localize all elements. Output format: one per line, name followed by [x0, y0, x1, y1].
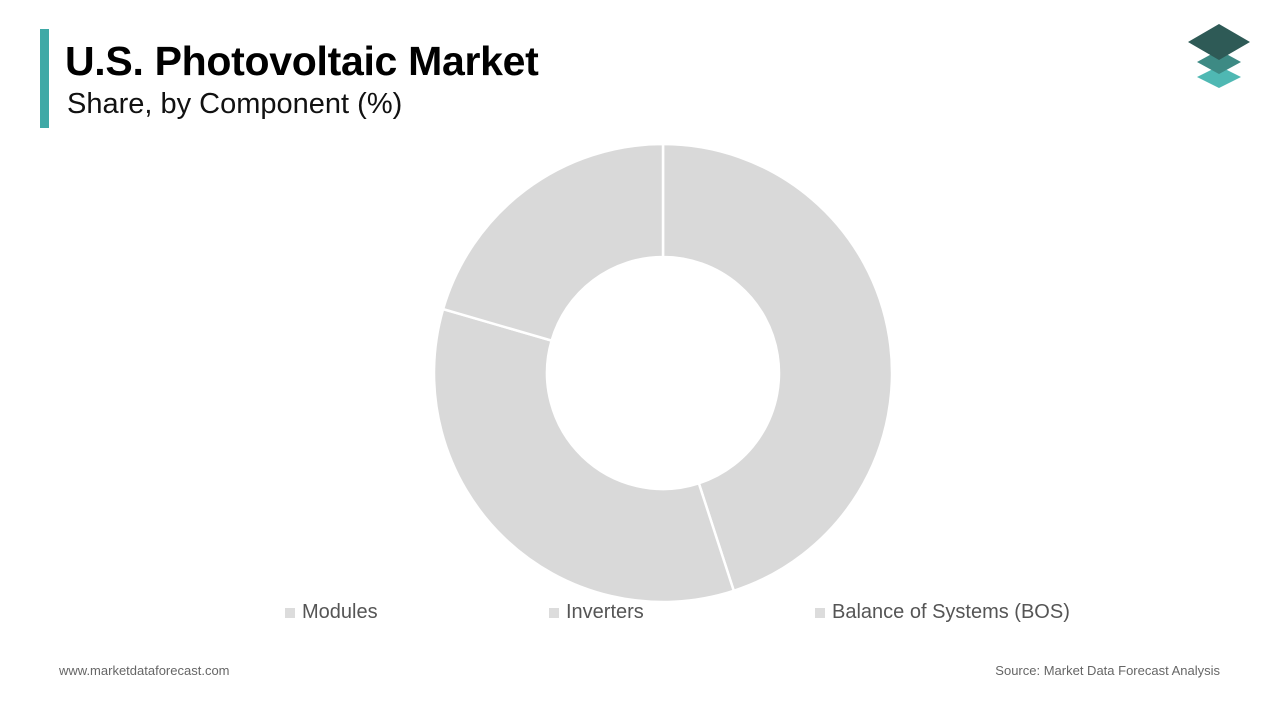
legend-swatch — [815, 607, 825, 618]
legend-label: Inverters — [566, 601, 644, 623]
chart-title: U.S. Photovoltaic Market — [65, 38, 539, 84]
legend-item: Inverters — [549, 601, 644, 624]
legend-swatch — [285, 607, 295, 618]
legend-label: Modules — [302, 601, 378, 623]
chart-subtitle: Share, by Component (%) — [67, 88, 403, 120]
chart-legend: Modules Inverters Balance of Systems (BOS) — [0, 601, 1280, 627]
legend-item: Modules — [285, 601, 378, 624]
logo-layer-top — [1188, 24, 1250, 60]
website-url: www.marketdataforecast.com — [59, 663, 230, 678]
legend-label: Balance of Systems (BOS) — [832, 601, 1070, 623]
legend-item: Balance of Systems (BOS) — [815, 601, 1070, 624]
logo-layer-middle — [1197, 50, 1241, 74]
donut-slice-inverters — [432, 307, 736, 604]
legend-swatch — [549, 607, 559, 618]
donut-slice-balance-of-systems-bos — [441, 142, 665, 343]
source-note: Source: Market Data Forecast Analysis — [995, 663, 1220, 678]
stacked-layers-icon — [1188, 24, 1250, 88]
logo-layer-bottom — [1197, 66, 1241, 88]
title-accent-bar — [40, 29, 49, 128]
donut-slice-modules — [661, 142, 894, 593]
